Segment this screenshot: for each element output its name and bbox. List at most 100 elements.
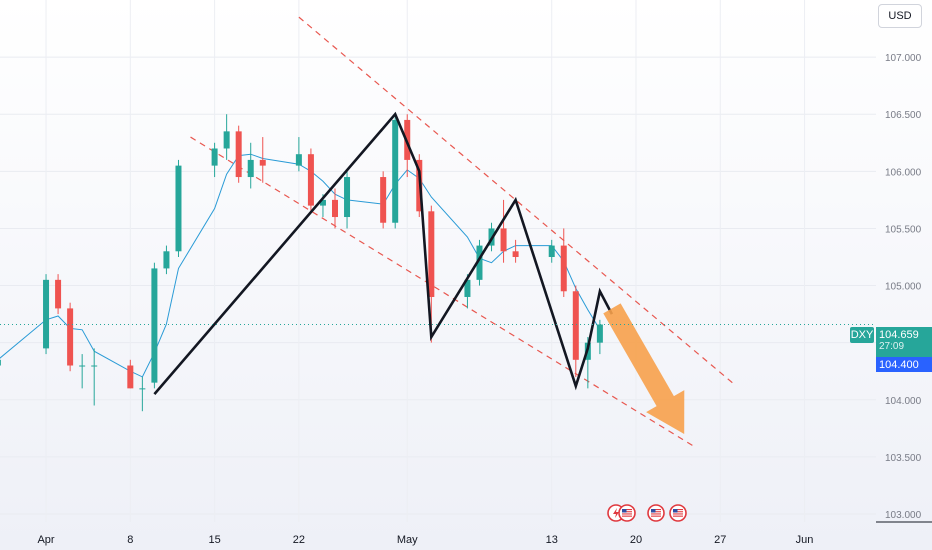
flag-canton [651, 509, 656, 513]
flag-stripe [673, 513, 683, 515]
grid-lines [0, 0, 876, 522]
lightning-shape [613, 508, 619, 518]
candle-body [175, 165, 182, 252]
candle-body [596, 324, 603, 343]
candle-body [319, 199, 326, 206]
flag-stripe [622, 513, 632, 515]
candle [500, 199, 507, 263]
candle [512, 239, 519, 263]
candle [91, 348, 98, 406]
candle-body [43, 279, 50, 349]
candle [392, 114, 399, 229]
price-tick-label: 106.000 [885, 167, 922, 178]
candle-body [139, 388, 146, 390]
candle [0, 359, 1, 366]
candle-body [235, 131, 242, 178]
candle-body [548, 245, 555, 258]
candlestick-series [0, 114, 603, 412]
candle-body [380, 177, 387, 223]
candle [259, 137, 266, 183]
candle [163, 245, 170, 275]
flag-stripe [651, 515, 661, 517]
candle-body [223, 131, 230, 149]
event-ring [669, 504, 687, 522]
us-flag-icon[interactable] [647, 504, 665, 522]
candle [247, 142, 254, 189]
forecast-arrow-shape [603, 303, 685, 434]
flag-stripe [673, 511, 683, 513]
candle-body [307, 154, 314, 206]
flag-stripe [622, 511, 632, 513]
us-flag-icon[interactable] [618, 504, 636, 522]
flag-canton [622, 509, 627, 513]
time-tick-label: Apr [37, 534, 54, 546]
currency-button[interactable]: USD [878, 4, 922, 28]
forecast-arrow [603, 303, 685, 434]
candle [211, 142, 218, 178]
time-tick-label: 20 [630, 534, 642, 546]
us-flag-icon[interactable] [669, 504, 687, 522]
secondary-price-label: 104.400 [879, 359, 919, 371]
candle [295, 137, 302, 172]
candle [55, 274, 62, 315]
symbol-tag: DXY [850, 327, 874, 343]
candle [548, 239, 555, 263]
flag-stripe [673, 515, 683, 517]
candle [223, 114, 230, 160]
price-tick-label: 107.000 [885, 53, 922, 64]
candle [139, 376, 146, 412]
candle-body [91, 365, 98, 367]
price-tick-label: 105.500 [885, 224, 922, 235]
price-tick-label: 106.500 [885, 110, 922, 121]
candle-body [572, 291, 579, 360]
candle [235, 125, 242, 183]
candle-body [560, 245, 567, 292]
candle-body [500, 228, 507, 252]
flag-stripe [622, 509, 632, 511]
time-tick-label: 13 [546, 534, 558, 546]
candle [127, 359, 134, 389]
bar-countdown: 27:09 [879, 341, 905, 352]
flag-stripe [651, 513, 661, 515]
price-tick-label: 103.000 [885, 510, 922, 521]
candle-body [0, 359, 1, 366]
last-price-label: 104.659 [879, 329, 919, 341]
flag-stripe [622, 515, 632, 517]
candle-body [464, 279, 471, 297]
candle [67, 302, 74, 372]
time-tick-label: 15 [208, 534, 220, 546]
time-axis[interactable]: Apr 8 15 22 May 13 20 27 Jun [37, 534, 813, 546]
price-tick-label: 105.000 [885, 282, 922, 293]
secondary-price-box: 104.400 [876, 357, 932, 372]
channel-lower-line [190, 136, 697, 449]
price-tick-label: 104.000 [885, 396, 922, 407]
candle-body [332, 199, 338, 218]
zigzag-path [153, 111, 614, 395]
candle [307, 148, 314, 212]
candle [344, 171, 351, 229]
candle-body [79, 365, 86, 367]
candle [175, 159, 182, 258]
candle-body [259, 159, 266, 166]
last-price-box: 104.659 27:09 [876, 327, 932, 357]
moving-average-line [0, 153, 601, 378]
time-tick-label: 27 [714, 534, 726, 546]
candle [79, 354, 86, 389]
candle [43, 274, 50, 355]
zigzag-pattern [153, 111, 614, 395]
economic-events[interactable] [607, 504, 687, 522]
event-ring [647, 504, 665, 522]
candle-body [392, 119, 399, 223]
candle [380, 171, 387, 229]
candle-body [247, 159, 254, 178]
candle-body [55, 279, 62, 309]
event-ring [618, 504, 636, 522]
candle-body [127, 365, 134, 389]
candle-body [295, 154, 302, 166]
flag-stripe [651, 511, 661, 513]
price-axis[interactable]: 103.000103.500104.000104.500105.000105.5… [876, 53, 932, 523]
candle-body [67, 308, 74, 366]
time-tick-label: 8 [127, 534, 133, 546]
candle-body [211, 148, 218, 166]
